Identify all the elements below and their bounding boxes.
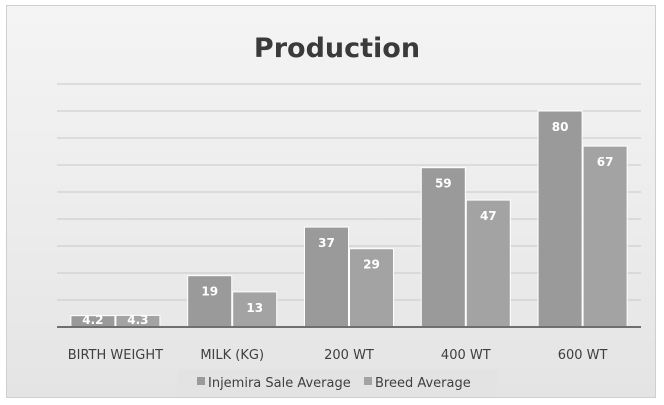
legend-label: Injemira Sale Average — [208, 376, 351, 391]
bar — [582, 145, 628, 328]
bar — [187, 275, 233, 328]
bar — [465, 199, 511, 328]
category-label: 600 WT — [558, 348, 608, 363]
bar — [349, 248, 394, 328]
category-labels: BIRTH WEIGHT MILK (KG) 200 WT 400 WT 600 WT — [68, 348, 608, 363]
category-label: BIRTH WEIGHT — [68, 348, 163, 363]
data-label: 4.3 — [127, 313, 148, 327]
data-labels: 4.2 4.3 19 13 37 29 59 47 80 67 — [82, 120, 613, 327]
data-label: 37 — [318, 236, 335, 250]
legend-swatch — [364, 377, 372, 385]
bars — [70, 110, 628, 328]
category-label: MILK (KG) — [200, 348, 264, 363]
data-label: 13 — [246, 301, 263, 315]
data-label: 19 — [201, 285, 218, 299]
data-label: 67 — [597, 155, 614, 169]
legend-label: Breed Average — [375, 376, 471, 391]
bar — [304, 226, 349, 328]
bar — [537, 110, 583, 328]
data-label: 59 — [435, 177, 452, 191]
legend: Injemira Sale Average Breed Average — [177, 369, 497, 397]
data-label: 47 — [480, 209, 497, 223]
legend-box — [177, 369, 497, 397]
bar — [232, 291, 278, 328]
category-label: 200 WT — [324, 348, 374, 363]
category-label: 400 WT — [441, 348, 491, 363]
data-label: 80 — [552, 120, 569, 134]
bar — [420, 167, 466, 328]
chart-title: Production — [254, 33, 420, 64]
data-label: 29 — [363, 258, 380, 272]
legend-swatch — [197, 377, 205, 385]
data-label: 4.2 — [82, 313, 103, 327]
